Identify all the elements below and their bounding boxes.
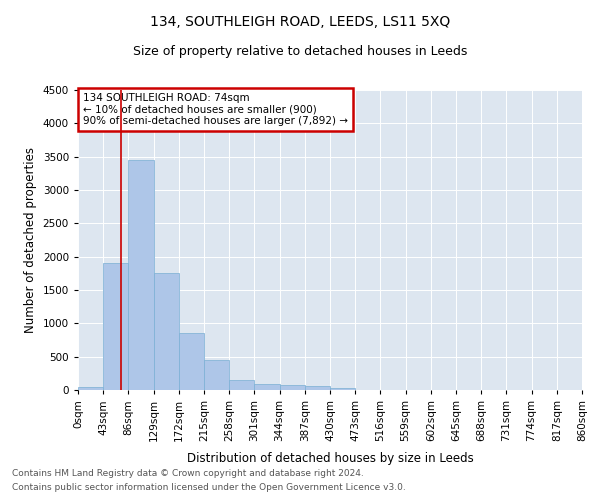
Bar (128, 160, 154, 390)
Bar (103, 264, 128, 390)
Bar (280, 385, 305, 390)
Bar (78, 387, 103, 390)
Text: Contains HM Land Registry data © Crown copyright and database right 2024.: Contains HM Land Registry data © Crown c… (12, 468, 364, 477)
Bar (179, 334, 204, 390)
Bar (229, 380, 254, 390)
Text: Size of property relative to detached houses in Leeds: Size of property relative to detached ho… (133, 45, 467, 58)
Y-axis label: Number of detached properties: Number of detached properties (24, 147, 37, 333)
Bar (254, 384, 280, 390)
Bar (154, 272, 179, 390)
Bar (204, 360, 229, 390)
Text: 134, SOUTHLEIGH ROAD, LEEDS, LS11 5XQ: 134, SOUTHLEIGH ROAD, LEEDS, LS11 5XQ (150, 15, 450, 29)
Bar (330, 388, 355, 390)
X-axis label: Distribution of detached houses by size in Leeds: Distribution of detached houses by size … (187, 452, 473, 466)
Text: Contains public sector information licensed under the Open Government Licence v3: Contains public sector information licen… (12, 484, 406, 492)
Bar (305, 386, 330, 390)
Text: 134 SOUTHLEIGH ROAD: 74sqm
← 10% of detached houses are smaller (900)
90% of sem: 134 SOUTHLEIGH ROAD: 74sqm ← 10% of deta… (83, 93, 348, 126)
